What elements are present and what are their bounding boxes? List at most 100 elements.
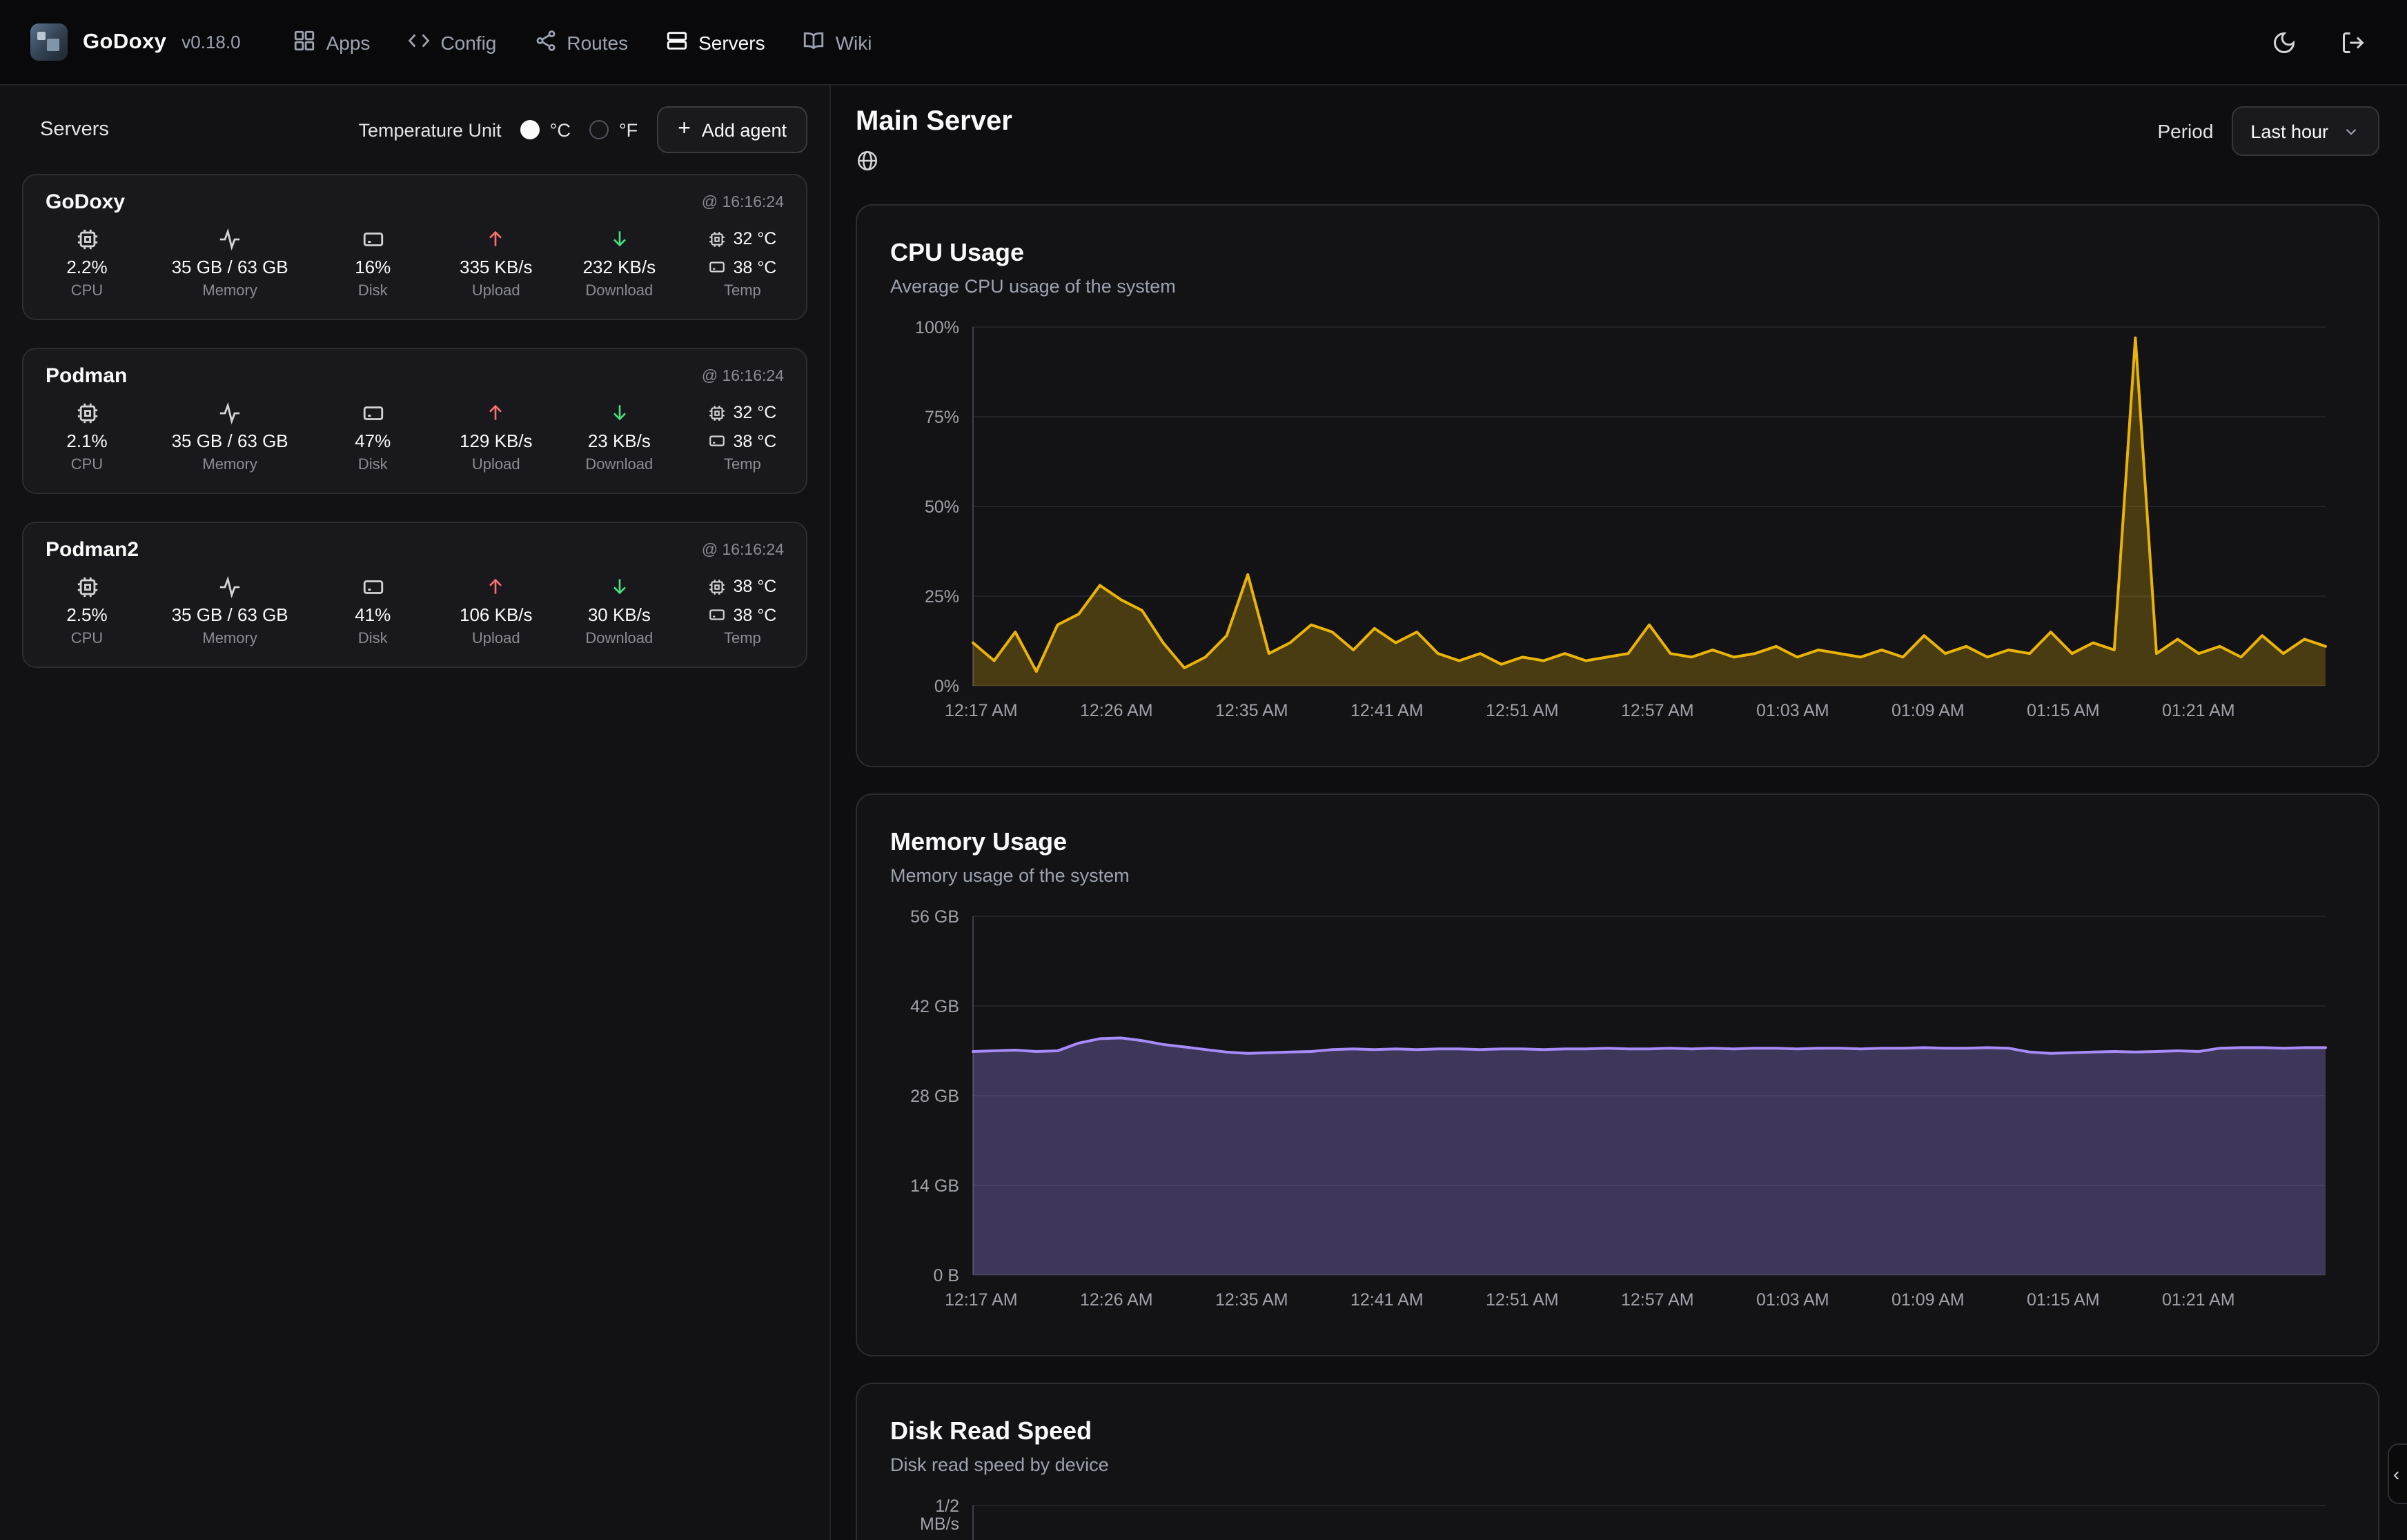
temp-label: Temp bbox=[724, 457, 761, 473]
metric-memory: 35 GB / 63 GB Memory bbox=[172, 397, 288, 476]
nav-item-label: Wiki bbox=[835, 31, 872, 53]
radio-celsius-button[interactable] bbox=[520, 120, 540, 139]
servers-sidebar: Servers Temperature Unit °C °F bbox=[0, 86, 831, 1540]
svg-text:01:09 AM: 01:09 AM bbox=[1892, 701, 1965, 720]
radio-fahrenheit[interactable]: °F bbox=[589, 119, 638, 140]
theme-toggle-moon-icon[interactable] bbox=[2266, 24, 2302, 60]
upload-label: Upload bbox=[471, 457, 520, 473]
globe-icon bbox=[856, 149, 1012, 179]
server-name: GoDoxy bbox=[46, 190, 126, 214]
metric-cpu: 2.5% CPU bbox=[48, 571, 126, 650]
download-label: Download bbox=[585, 631, 654, 647]
server-card-header: Podman @ 16:16:24 bbox=[46, 364, 784, 388]
nav-item-config[interactable]: Config bbox=[407, 28, 496, 56]
grid-icon bbox=[293, 28, 317, 56]
upload-label: Upload bbox=[471, 283, 520, 299]
logout-icon[interactable] bbox=[2335, 24, 2371, 60]
svg-text:0%: 0% bbox=[934, 677, 959, 696]
upload-arrow-icon bbox=[485, 402, 507, 424]
metric-download: 30 KB/s Download bbox=[580, 571, 658, 650]
disk-temp-row: 38 °C bbox=[709, 605, 777, 624]
chart-subtitle: Average CPU usage of the system bbox=[890, 276, 1176, 297]
nav-item-label: Servers bbox=[698, 31, 765, 53]
sidebar-header: Servers Temperature Unit °C °F bbox=[22, 105, 807, 155]
top-navbar: GoDoxy v0.18.0 Apps Config Routes Server… bbox=[0, 0, 2407, 86]
cpu-chip-icon bbox=[75, 227, 99, 250]
download-label: Download bbox=[585, 283, 654, 299]
cpu-temp-row: 32 °C bbox=[709, 403, 776, 422]
period-value: Last hour bbox=[2250, 121, 2328, 141]
metric-upload: 129 KB/s Upload bbox=[458, 397, 535, 476]
metric-disk: 16% Disk bbox=[334, 224, 411, 302]
server-timestamp: @ 16:16:24 bbox=[701, 542, 784, 558]
disk-temp-row: 38 °C bbox=[709, 431, 776, 451]
cpu-chip-icon bbox=[709, 231, 725, 246]
main-header: Main Server Period Last hour bbox=[856, 103, 2379, 179]
disk-temp-value: 38 °C bbox=[733, 257, 777, 277]
disk-label: Disk bbox=[357, 631, 388, 647]
download-arrow-icon bbox=[608, 228, 630, 250]
upload-value: 335 KB/s bbox=[460, 257, 533, 277]
chart-title: Disk Read Speed bbox=[890, 1417, 1092, 1445]
server-name: Podman bbox=[46, 364, 128, 388]
nav-item-wiki[interactable]: Wiki bbox=[803, 28, 872, 56]
plus-icon: + bbox=[678, 117, 691, 140]
disk-temp-value: 38 °C bbox=[733, 605, 777, 624]
content-area: Servers Temperature Unit °C °F bbox=[0, 86, 2407, 1540]
radio-celsius[interactable]: °C bbox=[520, 119, 571, 140]
chart-subtitle: Memory usage of the system bbox=[890, 865, 1130, 886]
cpu-value: 2.5% bbox=[66, 604, 108, 625]
svg-text:01:21 AM: 01:21 AM bbox=[2162, 1290, 2235, 1310]
server-card[interactable]: Podman @ 16:16:24 2.1% CPU 35 GB / 63 GB… bbox=[22, 348, 807, 494]
brand-version: v0.18.0 bbox=[181, 32, 241, 52]
metric-temp: 38 °C 38 °C Temp bbox=[704, 571, 781, 650]
upload-value: 106 KB/s bbox=[460, 604, 533, 625]
radio-fahrenheit-button[interactable] bbox=[589, 120, 609, 139]
servers-icon bbox=[665, 28, 689, 56]
godoxy-logo-icon bbox=[30, 23, 68, 61]
chevron-down-icon bbox=[2346, 128, 2357, 135]
svg-text:100%: 100% bbox=[915, 318, 959, 337]
period-control: Period Last hour bbox=[2157, 106, 2379, 156]
download-value: 30 KB/s bbox=[587, 604, 651, 625]
hard-drive-icon bbox=[361, 227, 384, 250]
cpu-chip-icon bbox=[75, 575, 99, 598]
upload-arrow-icon bbox=[485, 228, 507, 250]
upload-label: Upload bbox=[471, 631, 520, 647]
server-list: GoDoxy @ 16:16:24 2.2% CPU 35 GB / 63 GB… bbox=[22, 174, 807, 668]
brand-name: GoDoxy bbox=[83, 30, 167, 53]
svg-text:12:41 AM: 12:41 AM bbox=[1350, 1290, 1424, 1310]
memory-value: 35 GB / 63 GB bbox=[171, 431, 288, 451]
disk-temp-row: 38 °C bbox=[709, 257, 777, 277]
add-agent-button[interactable]: + Add agent bbox=[657, 106, 807, 153]
svg-text:0 B: 0 B bbox=[933, 1266, 959, 1285]
download-value: 232 KB/s bbox=[582, 257, 656, 277]
svg-text:01:03 AM: 01:03 AM bbox=[1756, 701, 1829, 720]
server-card[interactable]: GoDoxy @ 16:16:24 2.2% CPU 35 GB / 63 GB… bbox=[22, 174, 807, 320]
temp-label: Temp bbox=[724, 283, 761, 299]
cpu-usage-card: CPU Usage Average CPU usage of the syste… bbox=[856, 204, 2379, 767]
activity-icon bbox=[218, 401, 242, 424]
svg-text:01:09 AM: 01:09 AM bbox=[1892, 1290, 1965, 1310]
nav-item-routes[interactable]: Routes bbox=[533, 28, 628, 56]
panel-collapse-handle[interactable]: ‹ bbox=[2388, 1443, 2407, 1504]
nav-item-apps[interactable]: Apps bbox=[293, 28, 370, 56]
code-icon bbox=[407, 28, 431, 56]
svg-text:50%: 50% bbox=[925, 497, 959, 517]
temperature-unit-radio-group: °C °F bbox=[520, 119, 638, 140]
hard-drive-icon bbox=[361, 401, 384, 424]
period-select[interactable]: Last hour bbox=[2231, 106, 2379, 156]
server-card[interactable]: Podman2 @ 16:16:24 2.5% CPU 35 GB / 63 G… bbox=[22, 522, 807, 668]
svg-text:14 GB: 14 GB bbox=[910, 1176, 959, 1196]
memory-value: 35 GB / 63 GB bbox=[171, 604, 288, 625]
main-nav: Apps Config Routes Servers Wiki bbox=[293, 28, 872, 56]
metric-temp: 32 °C 38 °C Temp bbox=[704, 397, 781, 476]
cpu-label: CPU bbox=[70, 631, 104, 647]
cpu-value: 2.2% bbox=[66, 257, 108, 277]
book-icon bbox=[803, 28, 826, 56]
cpu-chip-icon bbox=[75, 401, 99, 424]
server-timestamp: @ 16:16:24 bbox=[701, 368, 784, 384]
nav-item-servers[interactable]: Servers bbox=[665, 28, 765, 56]
server-timestamp: @ 16:16:24 bbox=[701, 194, 784, 210]
